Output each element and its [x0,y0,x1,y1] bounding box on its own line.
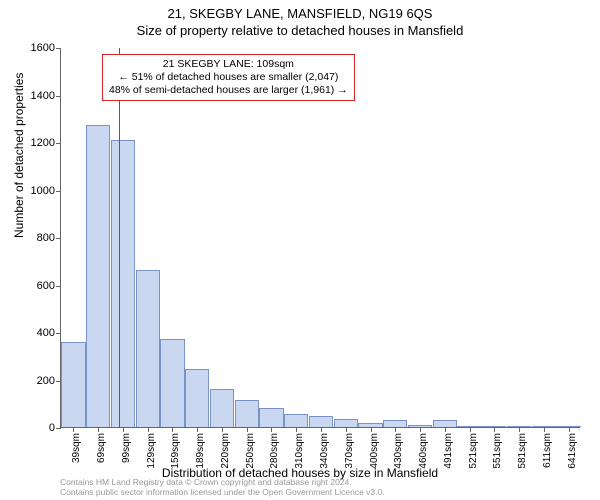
xtick-mark [371,427,372,432]
histogram-bar [86,125,110,427]
xtick-label: 521sqm [468,433,479,469]
xtick-mark [321,427,322,432]
histogram-bar [284,414,308,427]
histogram-bar [383,420,407,427]
chart-inner: 0200400600800100012001400160039sqm69sqm9… [60,48,580,428]
xtick-mark [172,427,173,432]
xtick-mark [420,427,421,432]
xtick-mark [470,427,471,432]
xtick-mark [148,427,149,432]
xtick-label: 551sqm [492,433,503,469]
ytick-label: 800 [37,232,61,244]
marker-callout: 21 SKEGBY LANE: 109sqm ← 51% of detached… [102,54,355,101]
ytick-label: 0 [49,422,61,434]
xtick-mark [519,427,520,432]
xtick-label: 641sqm [567,433,578,469]
ytick-label: 600 [37,280,61,292]
xtick-label: 69sqm [96,433,107,463]
xtick-label: 460sqm [418,433,429,469]
histogram-bar [136,270,160,427]
ytick-label: 1000 [31,185,61,197]
footer-attribution: Contains HM Land Registry data © Crown c… [60,478,385,498]
ytick-label: 1600 [31,42,61,54]
ytick-label: 200 [37,375,61,387]
xtick-mark [123,427,124,432]
xtick-mark [197,427,198,432]
ytick-label: 1200 [31,137,61,149]
xtick-label: 370sqm [344,433,355,469]
xtick-label: 189sqm [195,433,206,469]
histogram-bar [309,416,333,427]
plot-area: 0200400600800100012001400160039sqm69sqm9… [60,48,580,428]
histogram-bar [111,140,135,427]
xtick-label: 280sqm [269,433,280,469]
chart-container: 21, SKEGBY LANE, MANSFIELD, NG19 6QS Siz… [0,0,600,500]
xtick-label: 129sqm [146,433,157,469]
xtick-mark [346,427,347,432]
callout-line-3: 48% of semi-detached houses are larger (… [109,84,348,97]
y-axis-title: Number of detached properties [12,73,26,238]
xtick-mark [569,427,570,432]
xtick-label: 340sqm [319,433,330,469]
title-line-1: 21, SKEGBY LANE, MANSFIELD, NG19 6QS [0,0,600,21]
xtick-mark [296,427,297,432]
xtick-label: 159sqm [170,433,181,469]
xtick-mark [271,427,272,432]
xtick-label: 400sqm [369,433,380,469]
xtick-label: 39sqm [71,433,82,463]
xtick-mark [544,427,545,432]
xtick-mark [98,427,99,432]
xtick-mark [73,427,74,432]
xtick-label: 310sqm [294,433,305,469]
histogram-bar [235,400,259,427]
xtick-mark [247,427,248,432]
xtick-mark [445,427,446,432]
histogram-bar [433,420,457,427]
xtick-label: 430sqm [393,433,404,469]
xtick-label: 220sqm [220,433,231,469]
histogram-bar [160,339,184,427]
ytick-label: 1400 [31,90,61,102]
xtick-label: 491sqm [443,433,454,469]
histogram-bar [185,369,209,427]
histogram-bar [334,419,358,427]
histogram-bar [61,342,85,428]
histogram-bar [210,389,234,427]
xtick-label: 581sqm [517,433,528,469]
callout-line-2: ← 51% of detached houses are smaller (2,… [109,71,348,84]
footer-line-2: Contains public sector information licen… [60,488,385,498]
xtick-mark [395,427,396,432]
ytick-label: 400 [37,327,61,339]
callout-line-1: 21 SKEGBY LANE: 109sqm [109,58,348,71]
xtick-label: 250sqm [245,433,256,469]
xtick-mark [222,427,223,432]
xtick-label: 99sqm [121,433,132,463]
marker-line [119,48,120,427]
xtick-label: 611sqm [542,433,553,468]
xtick-mark [494,427,495,432]
histogram-bar [259,408,283,427]
title-line-2: Size of property relative to detached ho… [0,21,600,38]
